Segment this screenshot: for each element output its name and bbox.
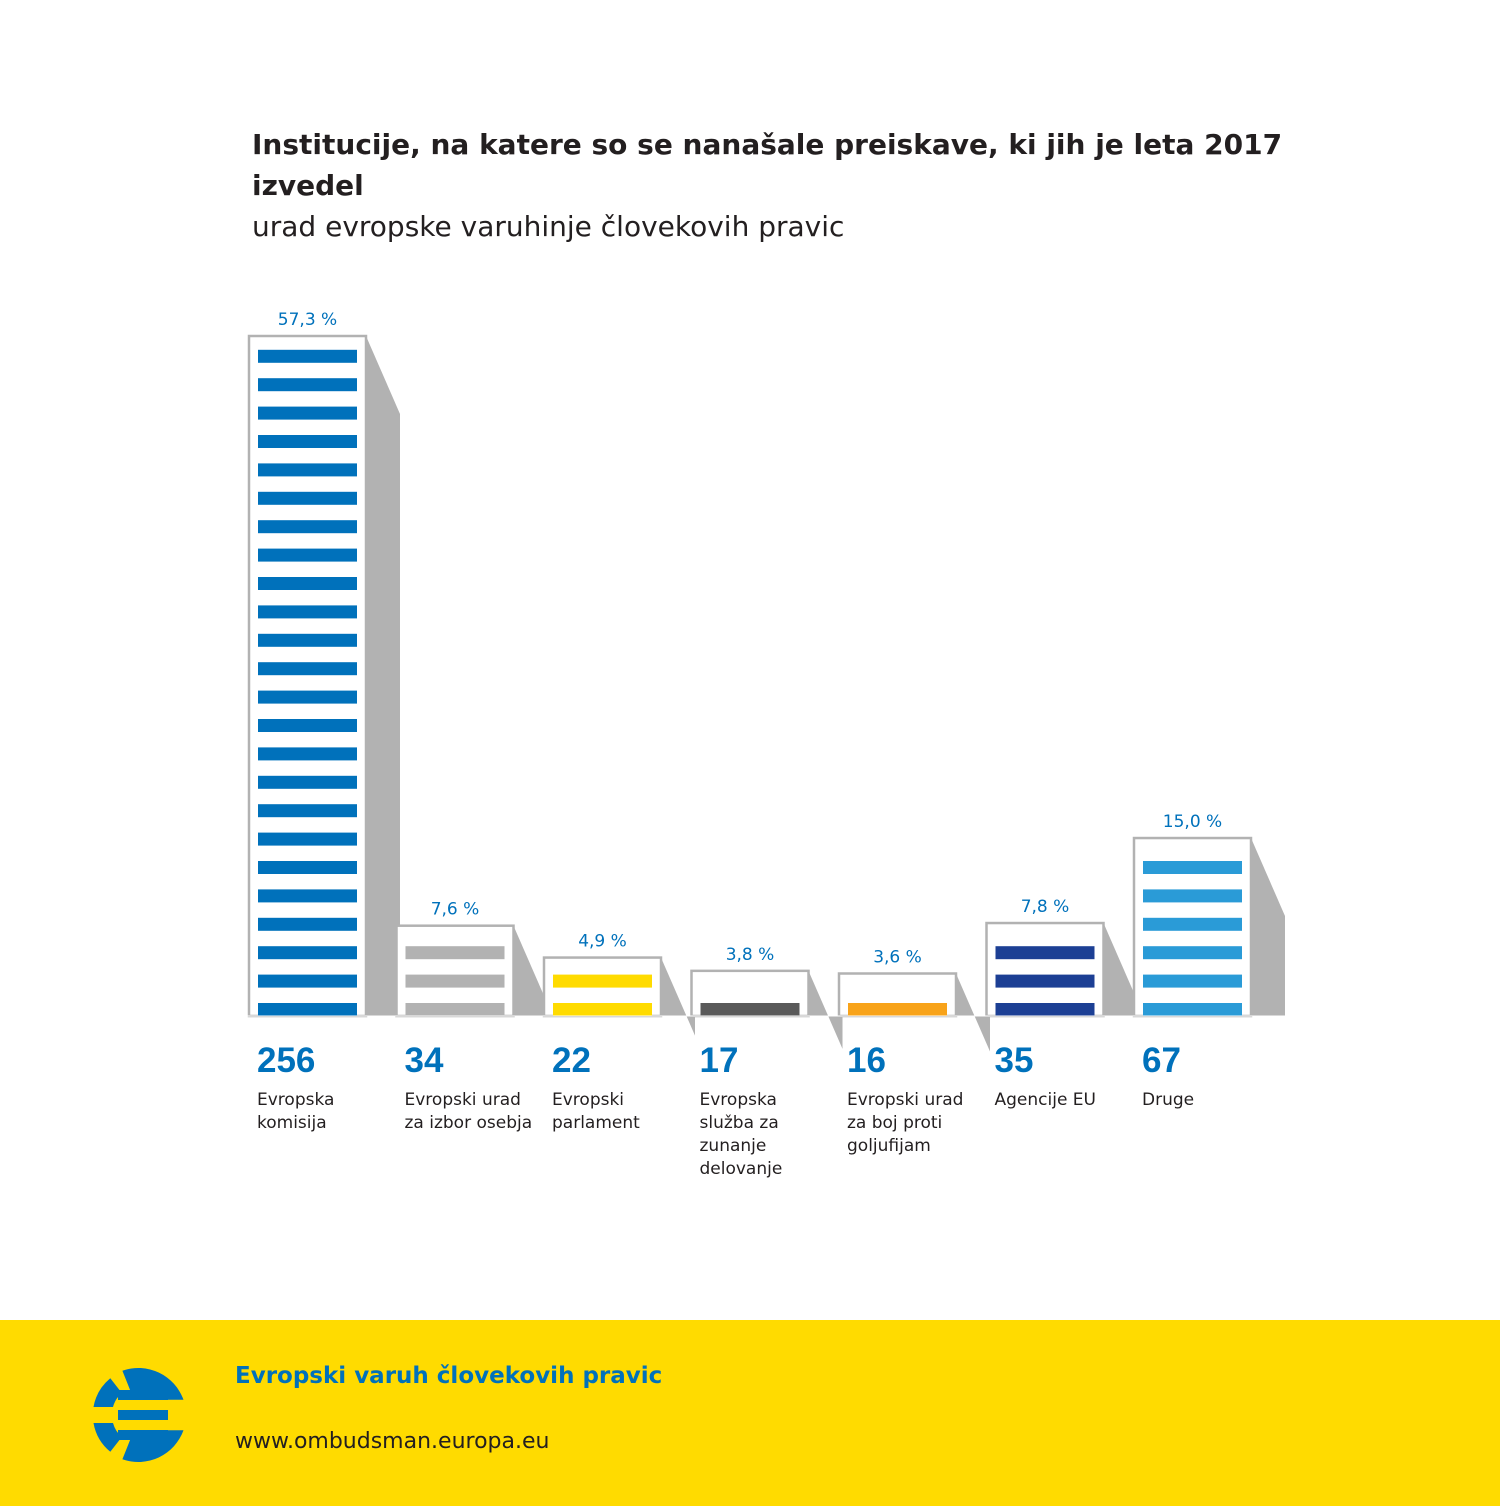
bar-stripe <box>258 633 357 647</box>
bar-shadow <box>513 925 548 1016</box>
bar-shadow <box>661 957 695 1036</box>
bar-stripe <box>258 378 357 392</box>
bar-shadow <box>1251 838 1285 1016</box>
bar-chart: 57,3 % 7,6 % 4,9 % 3,8 % 3,6 % 7,8 % 15,0 % <box>247 310 1285 1052</box>
bar-stripe <box>1143 861 1242 874</box>
bar-stripe <box>258 349 357 363</box>
footer: Evropski varuh človekovih pravic www.omb… <box>0 1320 1500 1506</box>
category-label: Evropska komisija <box>257 1090 335 1133</box>
footer-url[interactable]: www.ombudsman.europa.eu <box>235 1429 550 1454</box>
percent-label: 4,9 % <box>578 932 627 952</box>
percent-label: 57,3 % <box>278 310 337 330</box>
bar-stripe <box>258 719 357 732</box>
bar-stripe <box>258 690 357 704</box>
bar-stripe <box>700 1003 800 1016</box>
bar: 4,9 % <box>542 932 695 1036</box>
percent-label: 3,8 % <box>726 945 775 965</box>
bar-stripe <box>258 861 357 874</box>
category-label: Evropska služba za zunanje delovanje <box>699 1090 783 1179</box>
bar-stripe <box>995 974 1095 988</box>
bar-stripe <box>258 662 357 676</box>
percent-label: 7,6 % <box>431 900 480 920</box>
bar-stripe <box>258 435 357 448</box>
bar-stripe <box>995 946 1095 960</box>
bar-stripe <box>405 1003 505 1016</box>
bar-stripe <box>258 1003 357 1016</box>
bar-stripe <box>1143 889 1242 903</box>
value-label: 67 <box>1142 1041 1181 1080</box>
bar-stripe <box>553 974 652 988</box>
bar-stripe <box>258 974 357 988</box>
bar-shadow <box>808 970 843 1049</box>
bar-body <box>395 924 515 1018</box>
value-label: 34 <box>404 1041 444 1080</box>
bar-stripe <box>258 917 357 931</box>
category-label: Agencije EU <box>994 1090 1097 1110</box>
bar: 3,8 % <box>690 945 843 1049</box>
bar: 57,3 % <box>247 310 400 1018</box>
bar-stripe <box>258 577 357 590</box>
chart-subtitle: urad evropske varuhinje človekovih pravi… <box>252 210 845 243</box>
bar-shadow <box>366 336 400 1016</box>
chart-title: Institucije, na katere so se nanašale pr… <box>252 124 1332 247</box>
value-label: 35 <box>994 1041 1034 1080</box>
ombudsman-logo-icon <box>93 1367 184 1463</box>
bar-stripe <box>258 946 357 960</box>
bar-body <box>985 921 1105 1018</box>
bar: 7,8 % <box>985 897 1138 1018</box>
category-label: Evropski urad za boj proti goljufijam <box>847 1090 964 1156</box>
category-label: Evropski urad za izbor osebja <box>404 1090 533 1133</box>
bar: 7,6 % <box>395 900 548 1018</box>
bar-stripe <box>258 889 357 903</box>
bar-stripe <box>258 605 357 619</box>
percent-label: 7,8 % <box>1021 897 1070 917</box>
value-label: 256 <box>257 1041 316 1080</box>
chart-title-line: Institucije, na katere so se nanašale pr… <box>252 128 1283 202</box>
bar-stripe <box>405 946 505 960</box>
bar-stripe <box>258 775 357 789</box>
bar-stripe <box>405 974 505 988</box>
category-label: Druge <box>1142 1090 1195 1110</box>
bar-stripe <box>258 491 357 505</box>
bar-stripe <box>258 520 357 534</box>
percent-label: 15,0 % <box>1163 812 1222 832</box>
bar-stripe <box>1143 1003 1242 1016</box>
bar-stripe <box>1143 917 1242 931</box>
bar-shadow <box>1103 923 1138 1016</box>
percent-label: 3,6 % <box>873 948 922 968</box>
bar-stripe <box>995 1003 1095 1016</box>
footer-org-name: Evropski varuh človekovih pravic <box>235 1363 663 1389</box>
bar-stripe <box>258 747 357 761</box>
category-label: Evropski parlament <box>552 1090 640 1133</box>
value-label: 16 <box>847 1041 886 1080</box>
bar-body <box>247 334 368 1018</box>
value-label: 22 <box>552 1041 591 1080</box>
bar-stripe <box>1143 974 1242 988</box>
value-label: 17 <box>699 1041 739 1080</box>
bar-shadow <box>956 973 990 1052</box>
bar-stripe <box>1143 946 1242 960</box>
bar-stripe <box>258 406 357 420</box>
bar-stripe <box>553 1003 652 1016</box>
bar: 15,0 % <box>1132 812 1285 1018</box>
bar-stripe <box>848 1003 947 1016</box>
bar-stripe <box>258 463 357 477</box>
bar-stripe <box>258 832 357 846</box>
bar: 3,6 % <box>837 948 990 1052</box>
bar-stripe <box>258 804 357 818</box>
bar-stripe <box>258 548 357 562</box>
